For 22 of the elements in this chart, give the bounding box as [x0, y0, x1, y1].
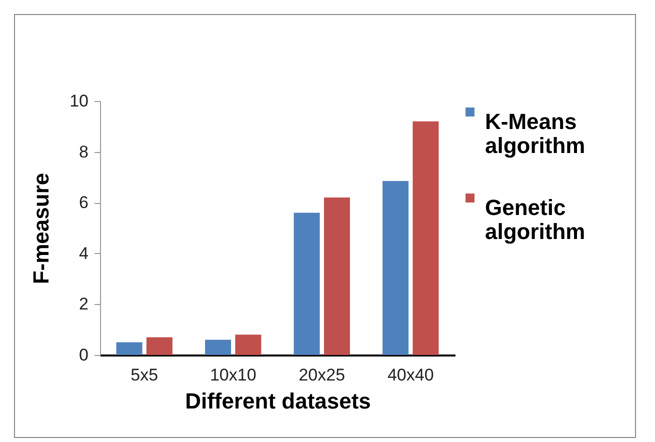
x-tick-label: 20x25: [298, 366, 346, 384]
bar: [146, 337, 172, 355]
legend-label: K-Means algorithm: [485, 109, 586, 158]
y-tick-label: 4: [79, 244, 88, 263]
x-axis-title: Different datasets: [185, 388, 371, 414]
legend-label: Genetic algorithm: [485, 195, 586, 244]
bar: [324, 198, 350, 355]
y-tick-label: 2: [79, 294, 88, 314]
x-tick-label: 40x40: [387, 366, 434, 384]
y-tick-label: 8: [79, 142, 88, 162]
y-tick-label: 6: [79, 193, 88, 212]
bar: [235, 334, 262, 355]
bar: [294, 212, 320, 355]
bar: [382, 181, 409, 355]
bar: [205, 340, 232, 355]
bar: [116, 342, 142, 355]
bar: [412, 121, 439, 355]
y-tick-label: 10: [70, 92, 88, 110]
x-tick-label: 10x10: [210, 366, 256, 384]
y-axis-title: F-measure: [28, 172, 54, 284]
y-tick-label: 0: [79, 346, 88, 364]
x-tick-label: 5x5: [130, 366, 158, 384]
